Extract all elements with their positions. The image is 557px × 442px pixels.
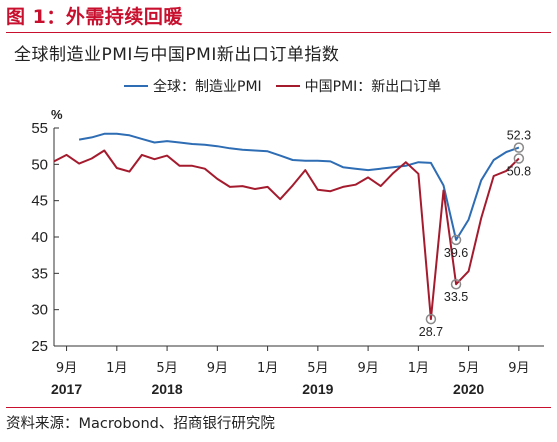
source-note: 资料来源：Macrobond、招商银行研究院 — [6, 416, 275, 432]
y-tick-label: 50 — [31, 156, 48, 173]
x-tick-label: 9月 — [508, 361, 529, 376]
title-divider — [6, 32, 551, 33]
y-axis-unit-label: % — [51, 107, 63, 122]
x-year-label: 2017 — [51, 381, 82, 397]
annotation-marker — [513, 153, 525, 164]
y-tick-label: 45 — [31, 193, 48, 210]
x-tick-label: 1月 — [106, 361, 127, 376]
x-tick-label: 9月 — [207, 361, 228, 376]
annotation-label: 33.5 — [444, 290, 468, 304]
annotation-label: 52.3 — [507, 129, 531, 143]
x-year-label: 2019 — [302, 381, 333, 397]
legend-item-global-pmi: 全球：制造业PMI — [124, 76, 262, 96]
y-tick-label: 25 — [31, 338, 48, 355]
x-year-label: 2020 — [453, 381, 484, 397]
x-tick-label: 9月 — [56, 361, 77, 376]
y-tick-label: 40 — [31, 229, 48, 246]
annotation-marker — [450, 278, 462, 290]
x-year-label: 2018 — [151, 381, 182, 397]
series-line-china-export-orders — [53, 149, 520, 321]
annotation-label: 50.8 — [507, 165, 531, 179]
x-tick-label: 5月 — [458, 361, 479, 376]
annotation-marker — [513, 142, 525, 153]
chart-title: 全球制造业PMI与中国PMI新出口订单指数 — [14, 45, 340, 65]
x-tick-label: 1月 — [257, 361, 278, 376]
annotation-label: 39.6 — [444, 246, 468, 260]
source-divider — [6, 407, 551, 408]
x-tick-label: 5月 — [307, 361, 328, 376]
y-tick-label: 55 — [31, 120, 48, 137]
legend-swatch-china-export-orders — [275, 85, 300, 87]
annotation-marker — [450, 234, 462, 246]
annotation-marker — [425, 313, 437, 325]
series-line-global-pmi — [78, 132, 520, 241]
x-tick-label: 5月 — [156, 361, 177, 376]
legend-label-global-pmi: 全球：制造业PMI — [153, 79, 262, 95]
figure-title: 图 1：外需持续回暖 — [6, 6, 183, 28]
chart-legend: 全球：制造业PMI 中国PMI：新出口订单 — [124, 76, 455, 96]
legend-item-china-export-orders: 中国PMI：新出口订单 — [275, 76, 442, 96]
legend-swatch-global-pmi — [124, 85, 148, 87]
y-tick-label: 30 — [31, 302, 48, 319]
annotation-label: 28.7 — [419, 325, 443, 339]
x-tick-label: 1月 — [408, 361, 429, 376]
legend-label-china-export-orders: 中国PMI：新出口订单 — [304, 79, 442, 95]
x-tick-label: 9月 — [357, 361, 378, 376]
y-tick-label: 35 — [31, 265, 48, 282]
